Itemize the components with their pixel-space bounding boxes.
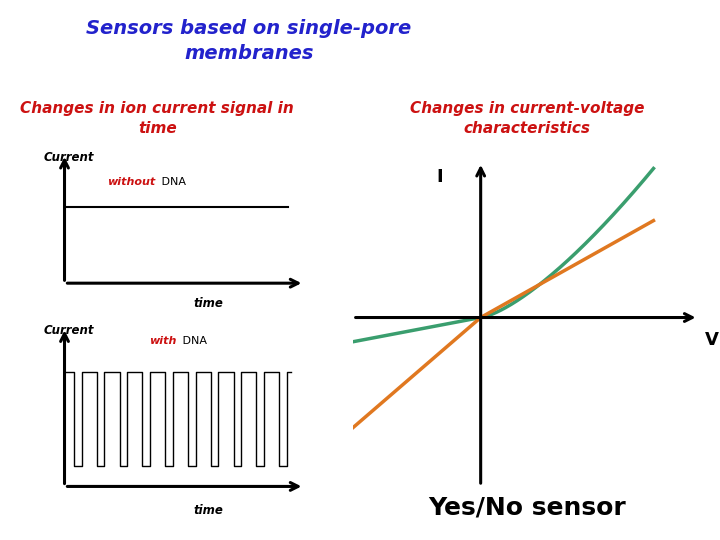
Text: time: time: [194, 297, 223, 310]
Text: time: time: [194, 504, 223, 517]
Text: without: without: [107, 177, 155, 187]
Text: Changes in ion current signal in
time: Changes in ion current signal in time: [20, 101, 294, 136]
Text: DNA: DNA: [179, 336, 207, 346]
Text: Yes/No sensor: Yes/No sensor: [428, 496, 626, 519]
Text: with: with: [149, 336, 176, 346]
Text: I: I: [436, 168, 443, 186]
Text: Current: Current: [43, 324, 94, 337]
Text: DNA: DNA: [158, 177, 186, 187]
Text: Current: Current: [43, 151, 94, 164]
Text: Sensors based on single-pore
membranes: Sensors based on single-pore membranes: [86, 19, 411, 64]
Text: Changes in current-voltage
characteristics: Changes in current-voltage characteristi…: [410, 101, 644, 136]
Text: V: V: [706, 331, 719, 349]
